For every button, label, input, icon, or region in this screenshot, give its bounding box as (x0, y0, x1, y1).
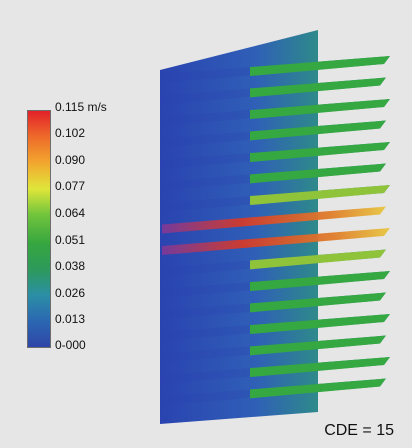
fin-tip-2 (250, 99, 390, 120)
fin-tip-11 (250, 292, 386, 313)
scale-label-7: 0.026 (55, 286, 86, 300)
fin-tip-4 (250, 142, 390, 163)
case-label: CDE = 15 (324, 422, 394, 439)
fin-tip-15 (250, 378, 386, 399)
scale-label-8: 0.013 (55, 312, 86, 326)
fin-tip-14 (250, 357, 390, 378)
fin-array (162, 56, 390, 406)
scale-label-0: 0.115 m/s (55, 100, 107, 114)
color-scale-bar (27, 110, 51, 348)
fin-tip-12 (250, 314, 390, 335)
fin-tip-5 (250, 163, 386, 184)
scale-label-1: 0.102 (55, 126, 86, 140)
scale-label-9: 0-000 (55, 338, 86, 352)
scale-label-2: 0.090 (55, 153, 86, 167)
fin-8 (162, 228, 390, 255)
fin-tip-0 (250, 56, 390, 77)
fin-7 (162, 206, 386, 234)
fin-tip-10 (250, 271, 390, 292)
fin-tip-9 (250, 249, 386, 270)
fin-tip-3 (250, 120, 386, 141)
fin-tip-6 (250, 185, 390, 206)
fin-tip-13 (250, 335, 386, 356)
scale-label-3: 0.077 (55, 179, 86, 193)
scale-label-4: 0.064 (55, 206, 86, 220)
scale-label-5: 0.051 (55, 233, 86, 247)
scale-label-6: 0.038 (55, 259, 86, 273)
fin-tip-1 (250, 77, 386, 98)
